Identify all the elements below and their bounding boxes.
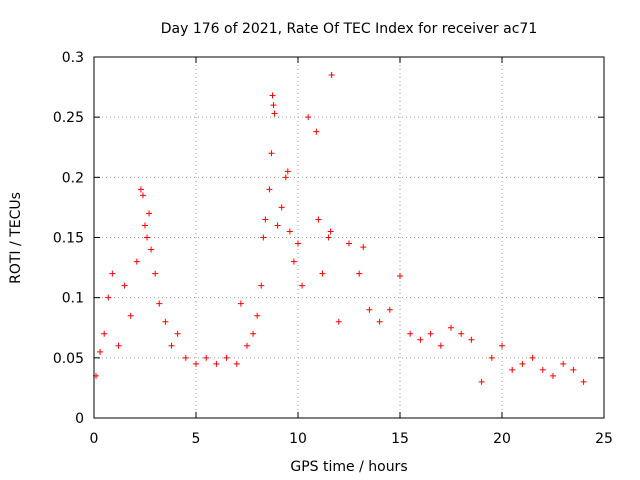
y-tick-label: 0.05 — [53, 351, 84, 367]
y-tick-label: 0.2 — [62, 170, 84, 186]
data-point — [282, 174, 289, 181]
data-point — [109, 270, 116, 277]
data-point — [499, 342, 505, 349]
data-point — [319, 270, 326, 277]
data-point — [417, 336, 424, 343]
x-tick-label: 25 — [595, 431, 613, 447]
data-point — [397, 273, 403, 280]
grid-lines — [94, 57, 604, 418]
data-point — [356, 270, 363, 277]
data-point — [203, 354, 210, 361]
data-point — [139, 192, 146, 199]
data-point — [152, 270, 159, 277]
data-point — [437, 342, 444, 349]
data-point — [97, 348, 104, 355]
data-point — [305, 114, 312, 121]
data-point — [101, 330, 108, 337]
data-point — [509, 366, 516, 373]
data-point — [269, 92, 276, 99]
data-point — [193, 360, 199, 367]
y-tick-label: 0.3 — [62, 50, 84, 66]
data-point — [328, 72, 335, 79]
data-point — [299, 282, 306, 289]
data-point — [327, 228, 334, 235]
data-point — [258, 282, 265, 289]
x-axis-label: GPS time / hours — [290, 459, 407, 475]
data-point — [315, 216, 322, 223]
data-point — [488, 354, 495, 361]
x-tick-label: 10 — [289, 431, 307, 447]
data-point — [550, 372, 556, 379]
data-point — [182, 354, 189, 361]
y-tick-label: 0.1 — [62, 291, 84, 307]
x-tick-label: 5 — [192, 431, 201, 447]
data-point — [156, 300, 163, 307]
data-point — [244, 342, 250, 349]
data-point — [262, 216, 269, 223]
data-point — [268, 150, 275, 157]
data-point — [121, 282, 128, 289]
data-point — [146, 210, 153, 217]
data-point — [448, 324, 454, 331]
data-point — [270, 102, 277, 109]
data-point — [168, 342, 175, 349]
data-point — [144, 234, 151, 241]
data-point — [529, 354, 536, 361]
data-point — [148, 246, 155, 253]
data-point — [260, 234, 267, 241]
data-point — [223, 354, 230, 361]
y-axis-label: ROTI / TECUs — [8, 192, 24, 284]
data-point — [468, 336, 475, 343]
data-point — [254, 312, 261, 319]
data-point — [284, 168, 291, 175]
data-point — [250, 330, 257, 337]
data-point — [174, 330, 181, 337]
data-point — [115, 342, 122, 349]
x-tick-label: 20 — [493, 431, 511, 447]
data-point — [290, 258, 297, 265]
data-point — [519, 360, 526, 367]
y-tick-label: 0 — [75, 411, 84, 427]
x-tick-label: 15 — [391, 431, 409, 447]
data-point — [286, 228, 293, 235]
y-tick-label: 0.25 — [53, 110, 84, 126]
data-point — [539, 366, 546, 373]
x-tick-label: 0 — [90, 431, 99, 447]
data-point — [478, 378, 485, 385]
data-point — [142, 222, 148, 229]
data-point — [560, 360, 567, 367]
data-point — [278, 204, 285, 211]
data-point — [266, 186, 273, 193]
data-point — [105, 294, 112, 301]
data-point — [366, 306, 373, 313]
data-point — [360, 244, 367, 251]
data-point — [346, 240, 352, 247]
data-point — [237, 300, 244, 307]
data-points — [93, 72, 587, 385]
data-point — [313, 128, 320, 135]
data-point — [407, 330, 414, 337]
data-point — [335, 318, 342, 325]
data-point — [295, 240, 301, 247]
data-point — [233, 360, 240, 367]
data-point — [127, 312, 134, 319]
data-point — [570, 366, 577, 373]
data-point — [458, 330, 465, 337]
data-point — [427, 330, 434, 337]
data-point — [274, 222, 281, 229]
data-point — [376, 318, 383, 325]
data-point — [386, 306, 393, 313]
data-point — [213, 360, 220, 367]
data-point — [133, 258, 140, 265]
axis-ticks: 0 5 10 15 20 25 0 0.05 0.1 0.15 0.2 0.25 0.3 — [53, 50, 613, 447]
data-point — [325, 234, 332, 241]
y-tick-label: 0.15 — [53, 231, 84, 247]
data-point — [271, 110, 278, 117]
data-point — [580, 378, 587, 385]
data-point — [137, 186, 144, 193]
chart-title: Day 176 of 2021, Rate Of TEC Index for r… — [161, 21, 537, 37]
data-point — [162, 318, 169, 325]
